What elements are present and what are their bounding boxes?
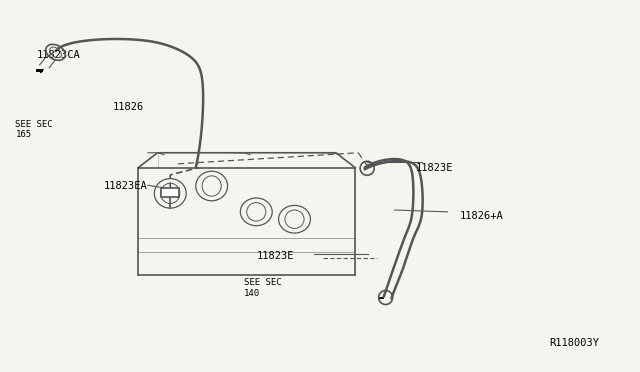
Text: 11823CA: 11823CA [36, 51, 80, 61]
Text: 11823EA: 11823EA [103, 181, 147, 191]
Polygon shape [36, 68, 43, 72]
Text: 11826+A: 11826+A [460, 211, 504, 221]
Text: SEE SEC
140: SEE SEC 140 [244, 278, 281, 298]
Text: 11826: 11826 [113, 102, 144, 112]
Text: R118003Y: R118003Y [549, 339, 600, 349]
Text: 11823E: 11823E [256, 251, 294, 261]
Polygon shape [379, 297, 384, 299]
Text: SEE SEC
165: SEE SEC 165 [15, 119, 53, 139]
FancyBboxPatch shape [161, 188, 179, 197]
Text: 11823E: 11823E [415, 163, 453, 173]
